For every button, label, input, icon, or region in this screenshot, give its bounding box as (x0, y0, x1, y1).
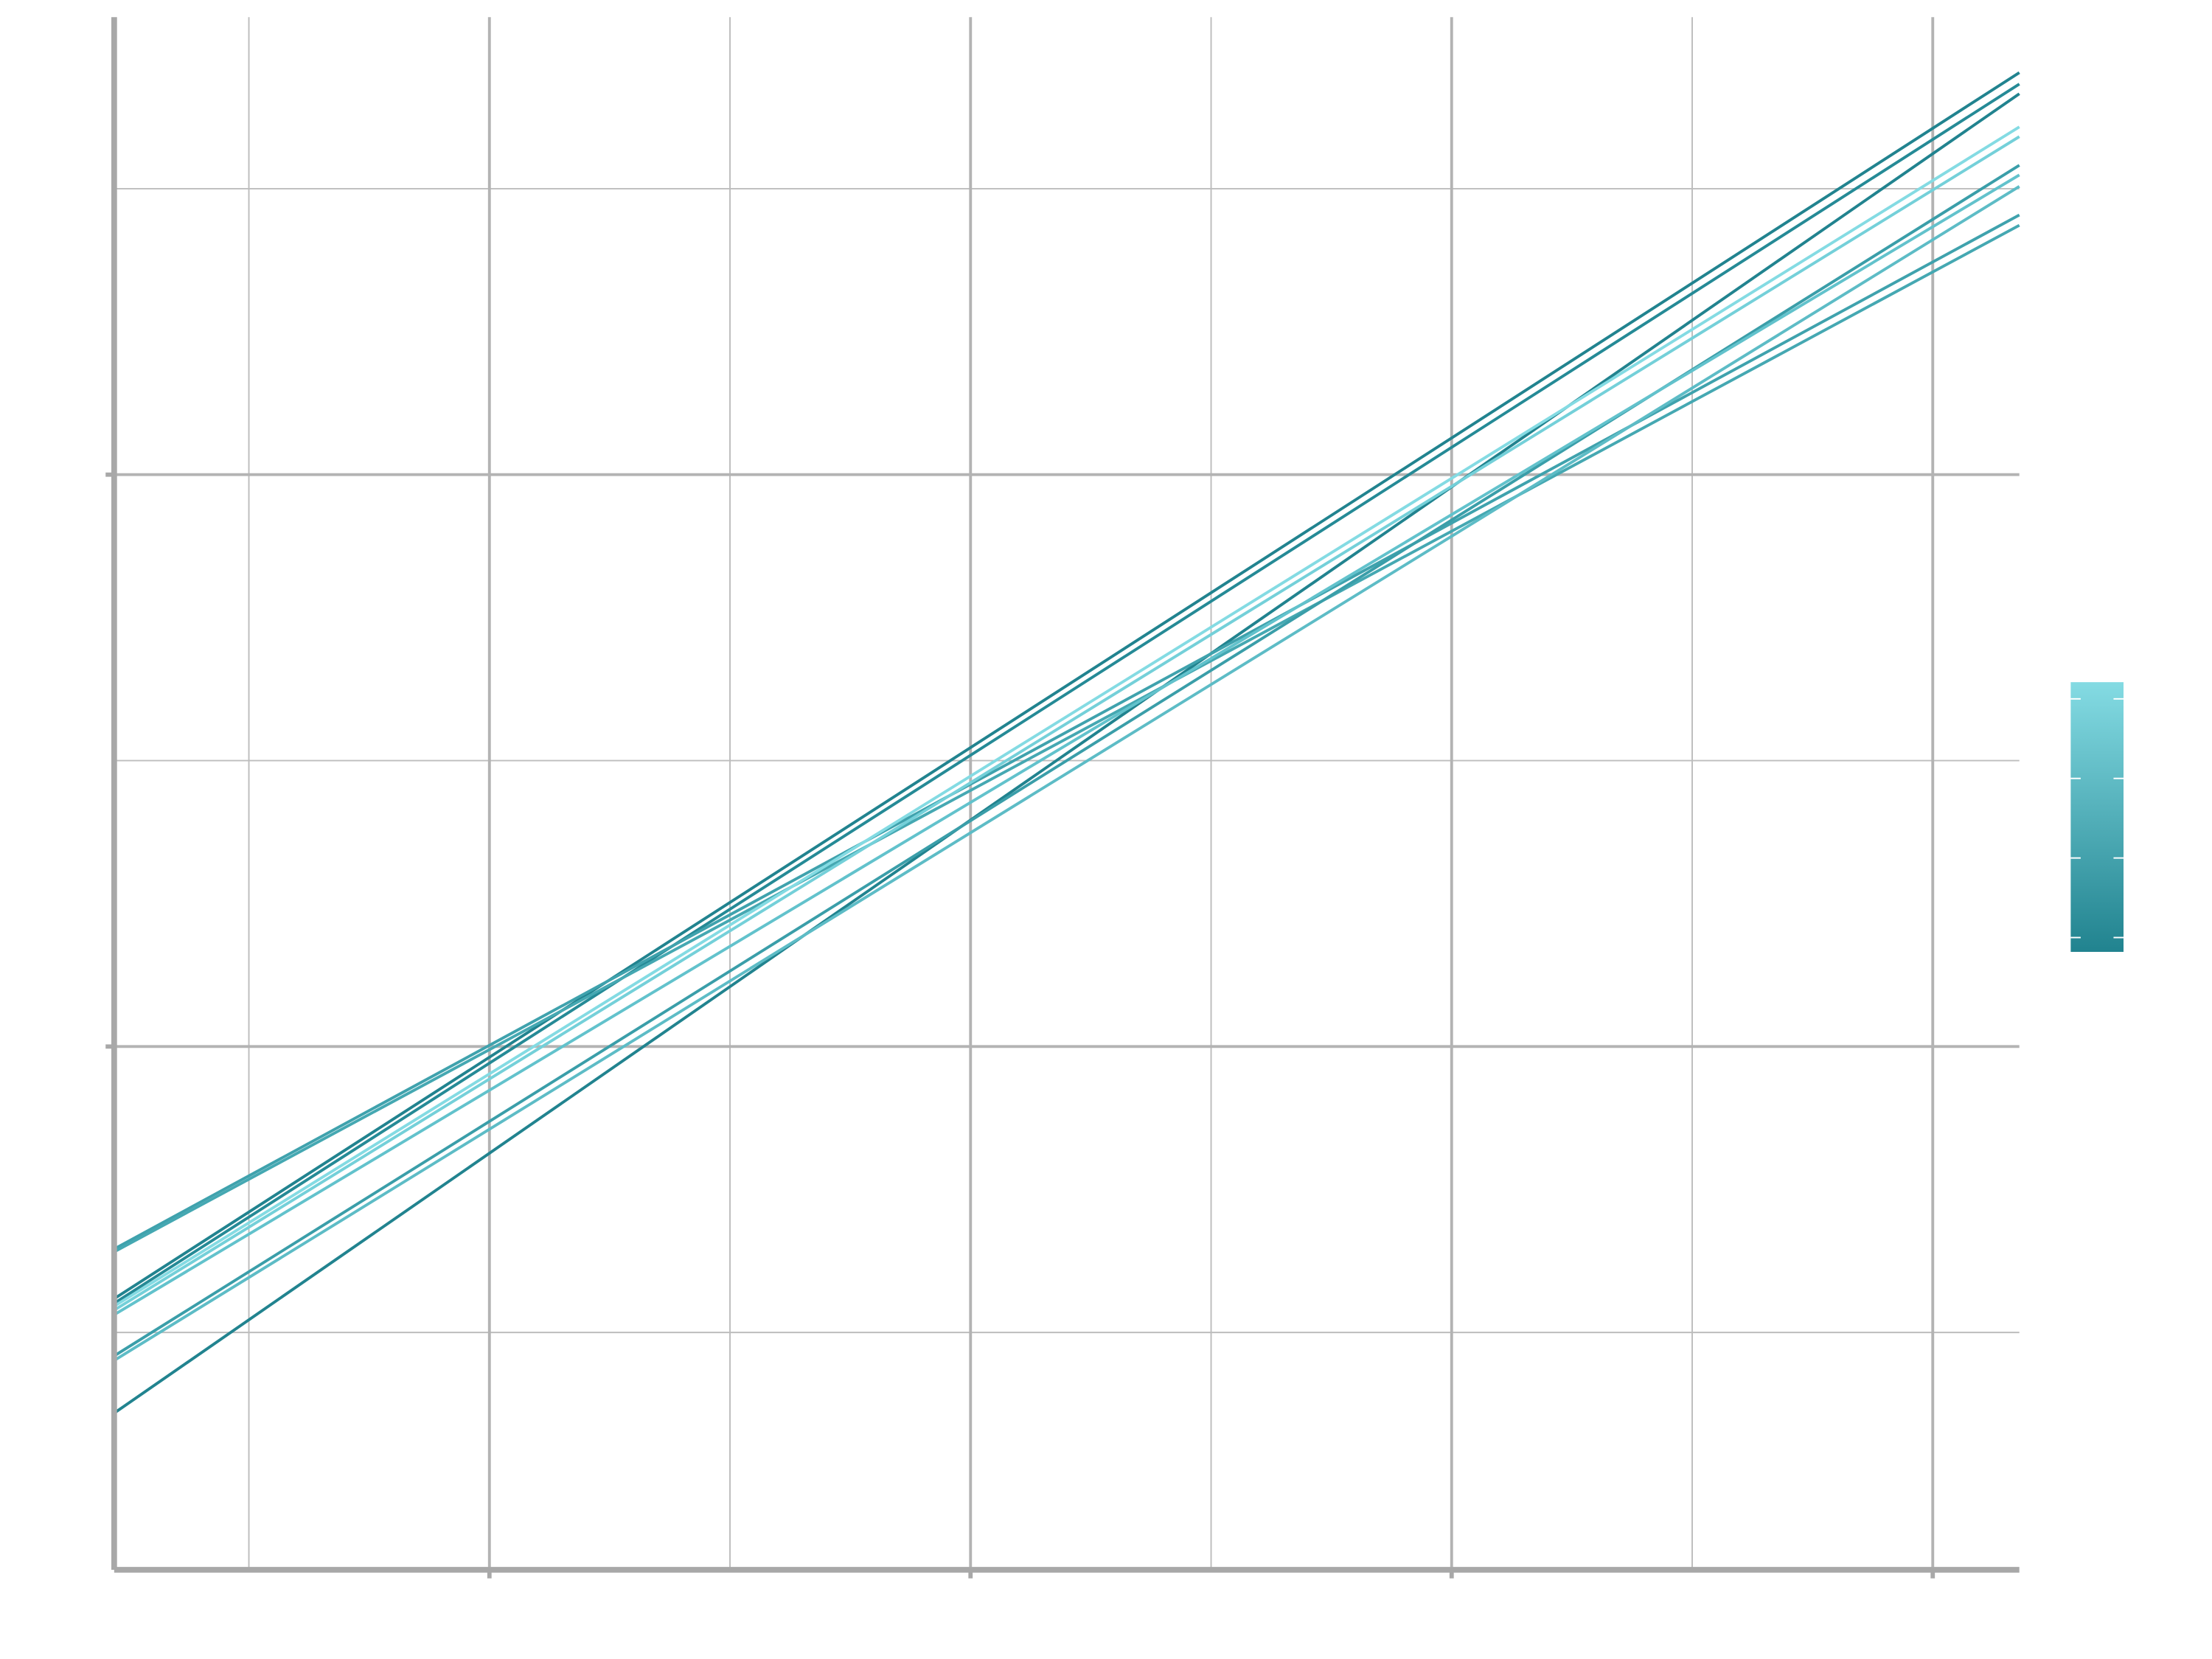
series-line (113, 173, 2020, 1316)
series-line (113, 223, 2020, 1253)
series-line (113, 125, 2020, 1308)
colorbar (2070, 682, 2124, 952)
series-line (113, 83, 2020, 1305)
series-line (113, 213, 2020, 1251)
series-line (113, 135, 2020, 1312)
series-line (113, 185, 2020, 1362)
series-line (113, 92, 2020, 1415)
series-line (113, 71, 2020, 1301)
